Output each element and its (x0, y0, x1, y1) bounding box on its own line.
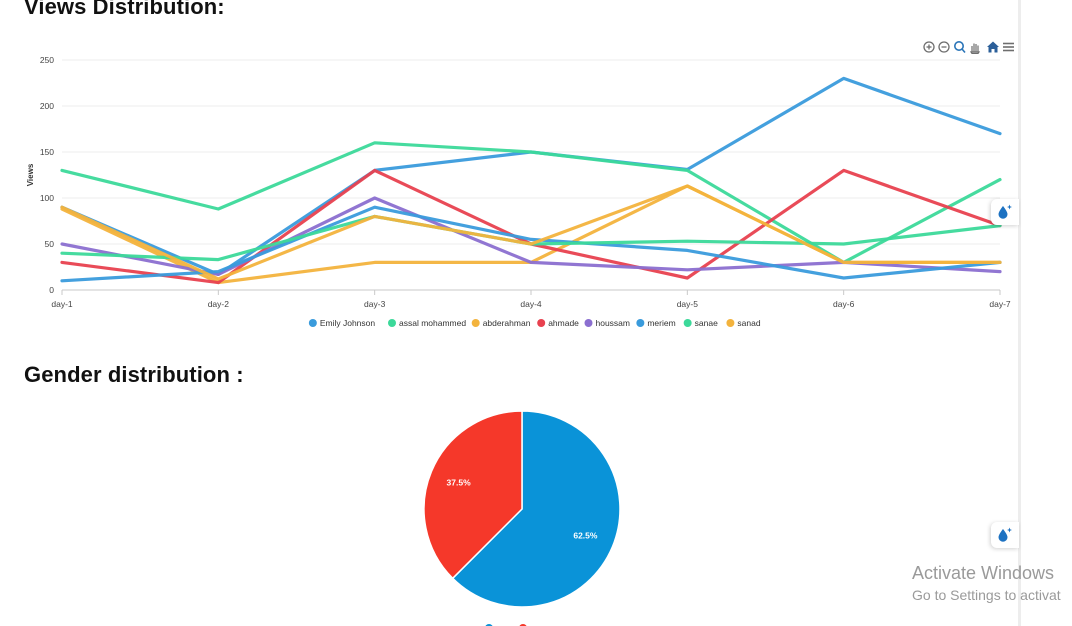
legend-marker (683, 319, 692, 327)
series-line-ahmade[interactable] (60, 168, 1002, 285)
zoom-in-icon[interactable] (923, 41, 935, 53)
legend-marker (308, 319, 317, 327)
x-tick-label: day-1 (51, 299, 73, 309)
legend-label: sanae (695, 318, 718, 328)
line-chart-legend: Emily Johnson assal mohammed abderahman ahm… (308, 318, 761, 328)
legend-label: houssam (596, 318, 631, 328)
legend-item[interactable]: assal mohammed (388, 318, 466, 328)
gender-distribution-title: Gender distribution : (24, 362, 244, 387)
legend-item[interactable]: sanad (726, 318, 761, 328)
y-tick-label: 100 (40, 193, 54, 203)
y-tick-label: 250 (40, 55, 54, 65)
y-tick-label: 150 (40, 147, 54, 157)
legend-item[interactable]: houssam (584, 318, 631, 328)
page-scrollbar[interactable] (1018, 0, 1021, 626)
legend-item[interactable]: meriem (636, 318, 676, 328)
legend-marker (726, 319, 735, 327)
x-tick-label: day-5 (677, 299, 699, 309)
legend-marker (537, 319, 546, 327)
x-tick-label: day-7 (989, 299, 1011, 309)
legend-marker (584, 319, 593, 327)
legend-label: abderahman (483, 318, 531, 328)
water-drop-icon (998, 527, 1012, 542)
activate-windows-watermark: Activate Windows Go to Settings to activ… (912, 562, 1061, 605)
legend-item[interactable]: abderahman (471, 318, 531, 328)
legend-item[interactable]: sanae (683, 318, 718, 328)
legend-label: meriem (647, 318, 675, 328)
water-drop-icon (998, 204, 1012, 219)
legend-item[interactable]: Emily Johnson (308, 318, 376, 328)
pan-icon[interactable] (969, 43, 981, 54)
menu-icon[interactable] (1003, 42, 1014, 52)
legend-label: sanad (737, 318, 760, 328)
zoom-selection-icon[interactable] (953, 41, 966, 54)
x-tick-label: day-3 (364, 299, 386, 309)
floating-action-button[interactable] (991, 199, 1019, 225)
series-line-sanad[interactable] (60, 184, 1002, 281)
legend-marker (388, 319, 396, 327)
legend-label: ahmade (548, 318, 579, 328)
legend-label: assal mohammed (399, 318, 466, 328)
watermark-subtitle: Go to Settings to activat (912, 587, 1061, 603)
chart-toolbar (923, 40, 1018, 54)
zoom-out-icon[interactable] (938, 41, 950, 53)
home-icon[interactable] (987, 41, 999, 53)
legend-item[interactable]: ahmade (537, 318, 579, 328)
y-tick-label: 200 (40, 101, 54, 111)
legend-marker (636, 319, 645, 327)
watermark-title: Activate Windows (912, 563, 1055, 583)
y-tick-label: 50 (45, 239, 55, 249)
y-tick-label: 0 (49, 285, 54, 295)
x-tick-label: day-4 (520, 299, 542, 309)
legend-marker (471, 319, 480, 327)
x-tick-label: day-6 (833, 299, 855, 309)
legend-label: Emily Johnson (320, 318, 376, 328)
series-line-meriem[interactable] (60, 205, 1002, 283)
y-axis-label: Views (26, 163, 35, 186)
views-distribution-title: Views Distribution: (24, 0, 225, 19)
x-tick-label: day-2 (208, 299, 230, 309)
floating-action-button-2[interactable] (991, 522, 1019, 548)
